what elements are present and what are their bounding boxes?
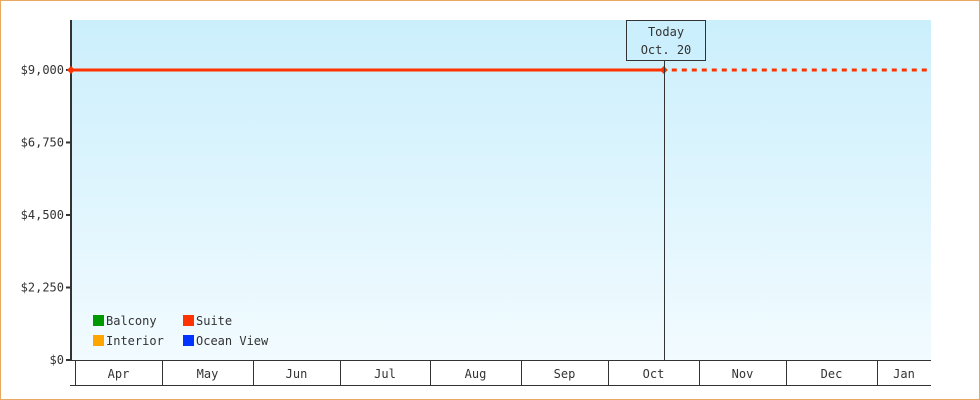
y-tick-label: $9,000 (21, 63, 64, 77)
legend-label: Interior (106, 334, 164, 348)
legend-swatch-balcony (93, 315, 104, 326)
x-tick-label: Jan (893, 367, 915, 381)
x-tick-label: Aug (465, 367, 487, 381)
legend-swatch-ocean-view (183, 335, 194, 346)
today-label-box (626, 20, 706, 61)
x-tick-label: Apr (108, 367, 130, 381)
legend-label: Balcony (106, 314, 157, 328)
y-tick-label: $4,500 (21, 208, 64, 222)
y-tick-label: $2,250 (21, 280, 64, 294)
x-tick-label: Dec (821, 367, 843, 381)
legend-label: Ocean View (196, 334, 269, 348)
today-label: Today (648, 25, 684, 39)
legend-label: Suite (196, 314, 232, 328)
legend-swatch-suite (183, 315, 194, 326)
data-point (659, 65, 668, 74)
x-tick-label: Oct (643, 367, 665, 381)
x-tick-label: May (197, 367, 219, 381)
x-tick-label: Jul (374, 367, 396, 381)
legend-swatch-interior (93, 335, 104, 346)
y-tick-label: $6,750 (21, 135, 64, 149)
plot-area (71, 20, 931, 360)
x-tick-label: Jun (286, 367, 308, 381)
x-tick-label: Nov (732, 367, 754, 381)
data-point (67, 65, 75, 74)
today-date: Oct. 20 (641, 43, 692, 57)
x-tick-label: Sep (554, 367, 576, 381)
y-tick-label: $0 (50, 353, 64, 367)
